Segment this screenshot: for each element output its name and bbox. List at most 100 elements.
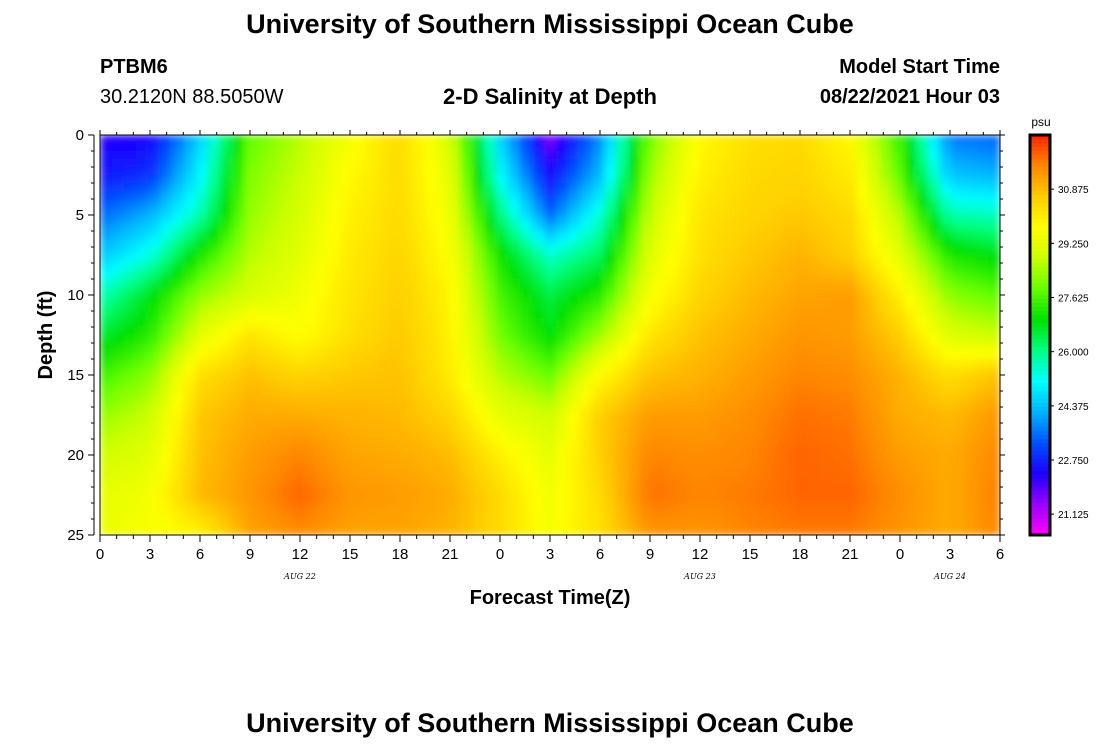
heatmap-cell [616,495,629,504]
heatmap-cell [676,231,689,240]
heatmap-cell [964,167,977,176]
heatmap-cell [532,487,545,496]
heatmap-cell [676,319,689,328]
heatmap-cell [364,231,377,240]
heatmap-cell [592,231,605,240]
heatmap-cell [268,223,281,232]
heatmap-cell [748,183,761,192]
heatmap-cell [508,199,521,208]
heatmap-cell [940,431,953,440]
heatmap-cell [280,151,293,160]
heatmap-cell [244,423,257,432]
heatmap-cell [412,183,425,192]
heatmap-cell [736,135,749,144]
heatmap-cell [760,359,773,368]
heatmap-cell [928,367,941,376]
heatmap-cell [640,407,653,416]
heatmap-cell [520,487,533,496]
heatmap-cell [640,311,653,320]
heatmap-cell [328,311,341,320]
colorbar-tick-label: 27.625 [1058,294,1089,305]
heatmap-cell [400,351,413,360]
heatmap-cell [820,407,833,416]
heatmap-cell [952,367,965,376]
heatmap-cell [880,471,893,480]
heatmap-cell [148,271,161,280]
heatmap-cell [484,159,497,168]
heatmap-cell [784,359,797,368]
heatmap-cell [496,511,509,520]
heatmap-cell [268,519,281,528]
heatmap-cell [916,231,929,240]
heatmap-cell [832,311,845,320]
heatmap-cell [640,455,653,464]
heatmap-cell [688,519,701,528]
colorbar-swatch [1030,431,1050,436]
colorbar-tick-label: 29.250 [1058,239,1089,250]
heatmap-cell [652,503,665,512]
heatmap-cell [460,463,473,472]
heatmap-cell [388,383,401,392]
heatmap-cell [388,367,401,376]
heatmap-cell [820,175,833,184]
heatmap-cell [880,215,893,224]
heatmap-cell [148,495,161,504]
heatmap-cell [892,183,905,192]
heatmap-cell [976,319,989,328]
heatmap-cell [952,519,965,528]
heatmap-cell [232,175,245,184]
heatmap-cell [988,495,1000,504]
heatmap-cell [424,183,437,192]
heatmap-cell [592,447,605,456]
heatmap-cell [844,511,857,520]
heatmap-cell [112,519,125,528]
heatmap-cell [184,527,197,535]
heatmap-cell [232,447,245,456]
heatmap-cell [124,463,137,472]
heatmap-cell [352,511,365,520]
heatmap-cell [844,247,857,256]
heatmap-cell [988,511,1000,520]
heatmap-cell [724,495,737,504]
heatmap-cell [376,159,389,168]
heatmap-cell [844,351,857,360]
heatmap-cell [196,407,209,416]
heatmap-cell [148,287,161,296]
heatmap-cell [412,375,425,384]
heatmap-cell [232,351,245,360]
heatmap-cell [820,135,833,144]
heatmap-cell [664,295,677,304]
heatmap-cell [712,167,725,176]
heatmap-cell [352,175,365,184]
heatmap-cell [892,239,905,248]
heatmap-cell [112,159,125,168]
heatmap-cell [388,143,401,152]
heatmap-cell [796,191,809,200]
colorbar-swatch [1030,435,1050,440]
heatmap-cell [760,199,773,208]
heatmap-cell [244,351,257,360]
heatmap-cell [808,391,821,400]
heatmap-cell [208,415,221,424]
heatmap-cell [208,335,221,344]
heatmap-cell [172,247,185,256]
heatmap-cell [352,143,365,152]
heatmap-cell [412,279,425,288]
heatmap-cell [904,367,917,376]
heatmap-cell [976,503,989,512]
heatmap-cell [844,151,857,160]
heatmap-cell [352,503,365,512]
heatmap-cell [724,263,737,272]
heatmap-cell [700,383,713,392]
heatmap-cell [448,527,461,535]
heatmap-cell [448,463,461,472]
heatmap-cell [916,135,929,144]
heatmap-cell [388,231,401,240]
heatmap-cell [568,263,581,272]
heatmap-cell [268,367,281,376]
heatmap-cell [460,143,473,152]
heatmap-cell [844,407,857,416]
heatmap-cell [400,367,413,376]
heatmap-cell [808,431,821,440]
heatmap-cell [856,511,869,520]
